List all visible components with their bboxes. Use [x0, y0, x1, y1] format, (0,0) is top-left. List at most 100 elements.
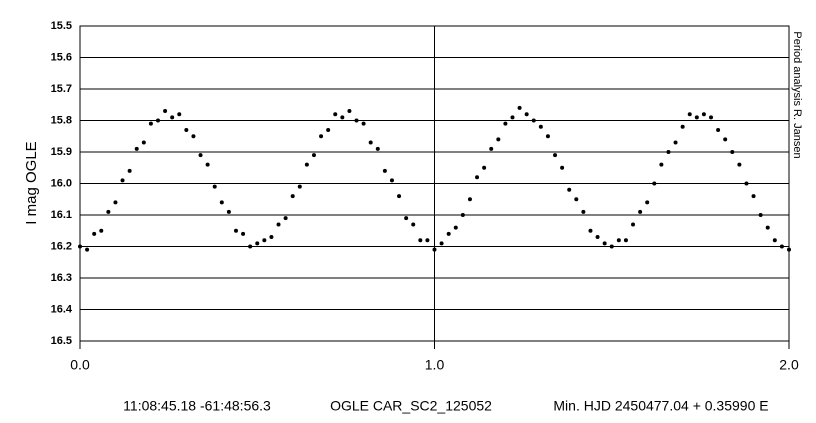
x-tick-label: 0.0: [70, 357, 90, 373]
data-point: [489, 146, 494, 151]
data-point: [78, 244, 82, 249]
data-point: [652, 181, 657, 186]
data-point: [744, 181, 749, 186]
data-point: [524, 112, 529, 117]
data-point: [631, 222, 636, 227]
data-point: [701, 112, 706, 117]
data-point: [467, 197, 472, 202]
data-point: [709, 115, 714, 120]
data-point: [319, 134, 324, 139]
y-tick-label: 16.2: [51, 240, 72, 252]
data-point: [113, 200, 118, 205]
data-point: [730, 150, 735, 154]
data-point: [694, 115, 699, 120]
data-point: [425, 238, 430, 243]
data-point: [751, 194, 756, 199]
data-point: [432, 247, 437, 252]
data-point: [134, 146, 139, 151]
data-point: [276, 222, 281, 227]
y-axis-label: I mag OGLE: [23, 141, 40, 224]
ephemeris: Min. HJD 2450477.04 + 0.35990 E: [553, 398, 768, 414]
y-tick-label: 15.8: [51, 114, 72, 126]
data-point: [177, 112, 182, 117]
data-point: [127, 168, 132, 173]
data-point: [205, 162, 210, 167]
data-point: [340, 115, 345, 120]
data-point: [248, 244, 253, 249]
data-point: [418, 238, 423, 243]
y-tick-label: 16.0: [51, 177, 72, 189]
star-id: OGLE CAR_SC2_125052: [330, 398, 492, 414]
data-point: [453, 225, 458, 230]
data-point: [623, 238, 628, 243]
data-point: [354, 118, 359, 123]
data-point: [191, 134, 196, 139]
y-tick-label: 16.5: [51, 335, 72, 347]
data-point: [170, 115, 175, 120]
data-point: [184, 127, 189, 132]
data-point: [787, 247, 791, 252]
x-tick-label: 2.0: [779, 357, 799, 373]
data-point: [92, 231, 97, 236]
data-point: [333, 112, 338, 117]
data-point: [616, 238, 621, 243]
data-point: [765, 225, 770, 230]
data-point: [638, 209, 643, 214]
data-point: [368, 140, 373, 145]
data-point: [106, 209, 111, 214]
data-point: [141, 140, 146, 145]
data-point: [666, 150, 671, 154]
data-point: [716, 127, 721, 132]
data-point: [581, 209, 586, 214]
data-point: [560, 165, 565, 170]
data-point: [163, 109, 168, 114]
data-point: [503, 121, 508, 126]
data-point: [545, 134, 550, 139]
data-point: [538, 124, 543, 129]
data-point: [290, 194, 295, 199]
data-point: [233, 228, 238, 233]
data-point: [517, 105, 522, 110]
data-point: [779, 244, 784, 249]
data-point: [283, 216, 288, 221]
y-tick-label: 15.9: [51, 146, 72, 158]
data-point: [411, 222, 416, 227]
data-point: [574, 197, 579, 202]
data-point: [475, 175, 480, 180]
y-tick-label: 15.5: [51, 20, 72, 32]
data-point: [347, 109, 352, 114]
data-point: [567, 187, 572, 192]
data-point: [120, 178, 125, 183]
data-point: [531, 118, 536, 123]
data-point: [737, 162, 742, 167]
data-point: [326, 127, 331, 132]
data-point: [269, 235, 274, 240]
data-point: [404, 216, 409, 221]
data-point: [609, 244, 614, 249]
data-point: [382, 168, 387, 173]
data-point: [219, 200, 224, 205]
x-tick-label: 1.0: [425, 357, 445, 373]
data-point: [673, 140, 678, 145]
data-point: [262, 238, 267, 243]
data-point: [758, 213, 763, 217]
data-point: [212, 184, 217, 189]
y-tick-label: 15.7: [51, 83, 72, 95]
data-point: [311, 153, 316, 158]
coordinates: 11:08:45.18 -61:48:56.3: [123, 398, 271, 414]
data-point: [595, 235, 600, 240]
data-point: [659, 162, 664, 167]
data-point: [375, 146, 380, 151]
data-point: [439, 241, 444, 246]
data-point: [148, 121, 153, 126]
data-point: [460, 213, 465, 217]
data-point: [304, 162, 309, 167]
data-point: [482, 165, 487, 170]
data-point: [297, 184, 302, 189]
data-point: [553, 153, 558, 158]
data-point: [602, 241, 607, 246]
data-point: [510, 115, 515, 120]
data-point: [198, 153, 203, 158]
